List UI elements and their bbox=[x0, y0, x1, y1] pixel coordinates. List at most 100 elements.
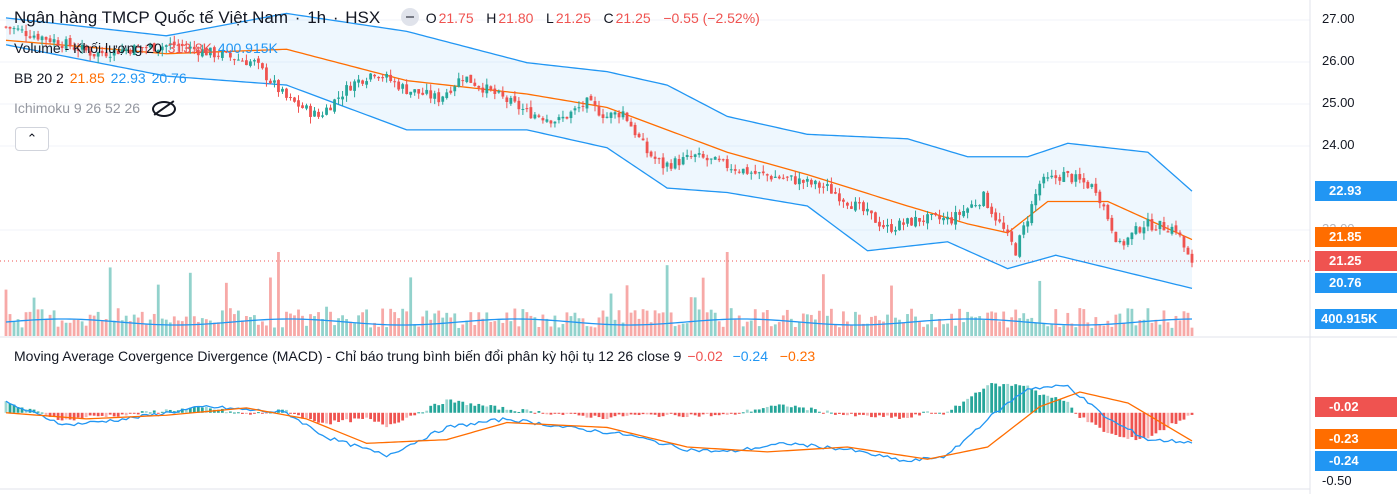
volume-legend[interactable]: Volume - Khối lượng 20 313.8K 400.915K bbox=[14, 40, 278, 56]
candle-body bbox=[589, 95, 593, 101]
macd-histogram-bar bbox=[569, 412, 573, 414]
candle-body bbox=[453, 86, 457, 92]
macd-histogram-bar bbox=[862, 412, 865, 415]
macd-histogram-bar bbox=[685, 412, 689, 418]
volume-bar bbox=[697, 309, 701, 336]
candle-body bbox=[926, 214, 929, 224]
volume-bar bbox=[305, 325, 308, 336]
candle-body bbox=[116, 50, 120, 55]
macd-histogram-bar bbox=[838, 412, 841, 414]
volume-bar bbox=[329, 311, 332, 336]
bb-basis-tag: 21.85 bbox=[1315, 227, 1397, 247]
chevron-up-icon: ⌃ bbox=[26, 131, 38, 146]
macd-histogram-bar bbox=[36, 411, 40, 413]
candle-body bbox=[1130, 232, 1134, 240]
macd-histogram-bar bbox=[309, 412, 312, 420]
macd-histogram-bar bbox=[100, 412, 104, 416]
candle-body bbox=[104, 52, 108, 57]
volume-bar bbox=[745, 321, 749, 336]
macd-histogram-bar bbox=[737, 412, 741, 414]
macd-histogram-bar bbox=[1054, 397, 1058, 413]
candle-body bbox=[866, 208, 869, 212]
macd-histogram-bar bbox=[537, 411, 541, 413]
macd-histogram-bar bbox=[854, 412, 857, 417]
volume-bar bbox=[605, 316, 609, 336]
candle-body bbox=[12, 28, 16, 30]
candle-body bbox=[842, 199, 845, 202]
volume-bar bbox=[397, 318, 401, 336]
macd-histogram-bar bbox=[1122, 412, 1126, 438]
bb-legend[interactable]: BB 20 2 21.85 22.93 20.76 bbox=[14, 70, 187, 86]
volume-bar bbox=[1154, 319, 1158, 336]
volume-bar bbox=[549, 326, 553, 336]
candle-body bbox=[64, 39, 68, 49]
macd-legend[interactable]: Moving Average Covergence Divergence (MA… bbox=[14, 348, 816, 364]
volume-bar bbox=[1010, 317, 1014, 336]
macd-line-tag: -0.24 bbox=[1315, 451, 1397, 471]
volume-bar bbox=[313, 316, 316, 336]
macd-histogram-bar bbox=[200, 407, 204, 413]
candle-body bbox=[289, 97, 292, 99]
volume-bar bbox=[649, 322, 653, 336]
volume-bar bbox=[212, 322, 216, 336]
volume-bar bbox=[617, 310, 621, 336]
collapse-legend-button[interactable]: ⌃ bbox=[15, 127, 49, 151]
volume-bar bbox=[1070, 323, 1074, 336]
candle-body bbox=[1182, 236, 1186, 248]
macd-histogram-bar bbox=[597, 412, 601, 418]
volume-bar bbox=[413, 324, 417, 336]
volume-bar bbox=[505, 312, 509, 336]
ichimoku-legend[interactable]: Ichimoku 9 26 52 26 bbox=[14, 100, 178, 118]
volume-bar bbox=[533, 317, 537, 336]
candle-body bbox=[834, 192, 837, 194]
candle-body bbox=[777, 176, 781, 179]
volume-bar bbox=[870, 316, 873, 336]
volume-bar bbox=[1046, 326, 1050, 336]
macd-histogram-bar bbox=[701, 412, 705, 415]
volume-bar bbox=[493, 321, 497, 336]
candle-body bbox=[689, 156, 693, 158]
macd-histogram-bar bbox=[866, 412, 869, 416]
macd-histogram-bar bbox=[970, 396, 974, 413]
candle-body bbox=[160, 46, 164, 51]
volume-bar bbox=[705, 312, 709, 336]
macd-histogram-bar bbox=[994, 383, 998, 413]
candle-body bbox=[449, 90, 453, 93]
volume-bar bbox=[1054, 309, 1058, 336]
volume-bar bbox=[789, 318, 793, 336]
volume-bar bbox=[1178, 320, 1182, 336]
macd-histogram-bar bbox=[289, 412, 292, 414]
minimize-icon[interactable] bbox=[400, 7, 419, 26]
eye-hidden-icon[interactable] bbox=[151, 100, 176, 118]
candle-body bbox=[112, 49, 116, 56]
macd-histogram-bar bbox=[1150, 412, 1154, 436]
macd-histogram-bar bbox=[465, 405, 469, 413]
macd-histogram-bar bbox=[990, 383, 994, 413]
candle-body bbox=[1114, 231, 1118, 243]
volume-bar bbox=[293, 315, 296, 336]
volume-bar bbox=[1062, 325, 1066, 336]
macd-histogram-bar bbox=[801, 407, 805, 413]
candle-body bbox=[769, 176, 773, 180]
macd-histogram-bar bbox=[850, 412, 853, 414]
volume-bar bbox=[421, 316, 425, 336]
macd-histogram-bar bbox=[1130, 412, 1134, 438]
macd-histogram-bar bbox=[930, 412, 933, 414]
volume-bar bbox=[986, 312, 990, 336]
volume-bar bbox=[273, 327, 276, 336]
volume-bar bbox=[509, 321, 513, 336]
volume-bar bbox=[72, 319, 76, 336]
candle-body bbox=[649, 151, 653, 157]
macd-histogram-bar bbox=[557, 412, 561, 414]
volume-bar bbox=[373, 322, 377, 336]
chart-title[interactable]: Ngân hàng TMCP Quốc tế Việt Nam · 1h · H… bbox=[14, 7, 760, 27]
volume-bar bbox=[245, 316, 248, 336]
volume-bar bbox=[477, 312, 481, 336]
macd-histogram-bar bbox=[1110, 412, 1114, 434]
macd-histogram-bar bbox=[1170, 412, 1174, 424]
candle-body bbox=[80, 44, 84, 50]
volume-bar bbox=[629, 312, 633, 336]
candle-body bbox=[986, 192, 990, 209]
volume-bar bbox=[385, 327, 389, 336]
